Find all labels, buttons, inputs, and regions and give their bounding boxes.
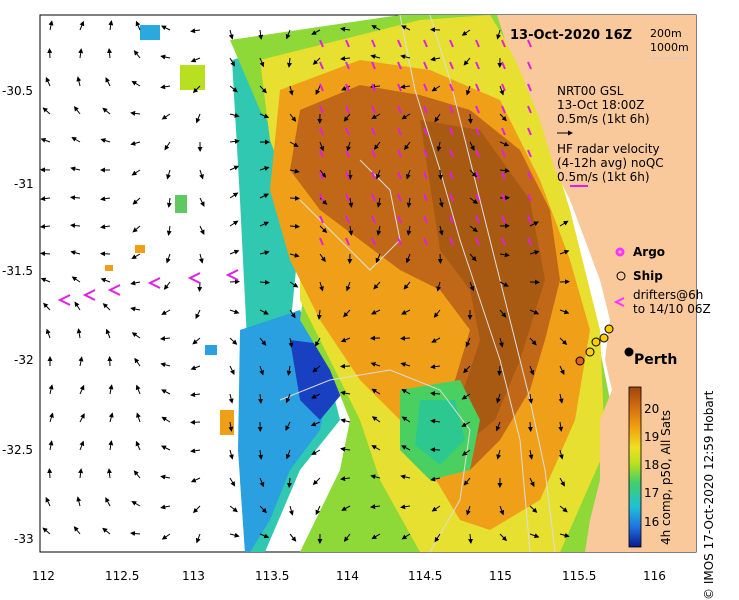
credit-label: © IMOS 17-Oct-2020 12:59 Hobart	[702, 391, 716, 600]
current-vector	[341, 366, 350, 367]
y-tick: -32	[14, 353, 34, 367]
current-vector	[530, 422, 531, 431]
cb-tick-16: 16	[644, 515, 659, 529]
drifters-label-2: to 14/10 06Z	[633, 302, 711, 316]
y-tick: -31	[14, 177, 34, 191]
isobath-1000: 1000m	[650, 41, 689, 54]
current-vector	[49, 469, 50, 478]
current-vector	[499, 366, 500, 375]
x-tick: 112.5	[105, 569, 139, 583]
city-label: Perth	[634, 352, 677, 368]
current-vector	[401, 338, 410, 339]
gsl-line3: 0.5m/s (1kt 6h)	[557, 112, 650, 126]
current-vector	[290, 198, 299, 199]
x-tick: 116	[643, 569, 666, 583]
current-vector	[440, 254, 441, 263]
current-vector	[50, 49, 51, 58]
current-vector	[431, 30, 440, 31]
cb-tick-19: 19	[644, 430, 659, 444]
cb-tick-18: 18	[644, 458, 659, 472]
map-title: 13-Oct-2020 16Z	[510, 28, 632, 43]
hf-line1: HF radar velocity	[557, 142, 660, 156]
x-tick: 113	[182, 569, 205, 583]
current-vector	[260, 282, 269, 283]
y-axis: -30.5 -31 -31.5 -32 -32.5 -33	[2, 84, 34, 546]
y-tick: -30.5	[2, 84, 33, 98]
isobath-200: 200m	[650, 27, 682, 40]
x-tick: 115	[489, 569, 512, 583]
drifters-label-1: drifters@6h	[633, 288, 703, 302]
cb-tick-20: 20	[644, 402, 659, 416]
current-vector	[41, 253, 50, 254]
x-tick: 114.5	[408, 569, 442, 583]
current-vector	[191, 422, 200, 423]
x-tick: 112	[32, 569, 55, 583]
y-tick: -31.5	[2, 264, 33, 278]
gsl-line2: 13-Oct 18:00Z	[557, 98, 644, 112]
colorbar	[629, 387, 641, 547]
current-vector	[470, 114, 471, 123]
x-tick: 113.5	[255, 569, 289, 583]
hf-line2: (4-12h avg) noQC	[557, 156, 664, 170]
current-vector	[71, 197, 80, 198]
x-tick: 115.5	[562, 569, 596, 583]
cb-tick-17: 17	[644, 486, 659, 500]
colorbar-label: 4h comp, p50, All Sats	[659, 410, 673, 545]
y-tick: -33	[14, 532, 34, 546]
ship-legend-label: Ship	[633, 269, 663, 283]
current-vector	[431, 450, 440, 451]
y-tick: -32.5	[2, 443, 33, 457]
x-tick: 114	[336, 569, 359, 583]
current-vector	[290, 226, 299, 227]
argo-legend-label: Argo	[633, 245, 665, 259]
x-axis: 112 112.5 113 113.5 114 114.5 115 115.5 …	[32, 569, 666, 583]
gsl-line1: NRT00 GSL	[557, 84, 624, 98]
hf-line3: 0.5m/s (1kt 6h)	[557, 170, 650, 184]
current-vector	[230, 282, 239, 283]
